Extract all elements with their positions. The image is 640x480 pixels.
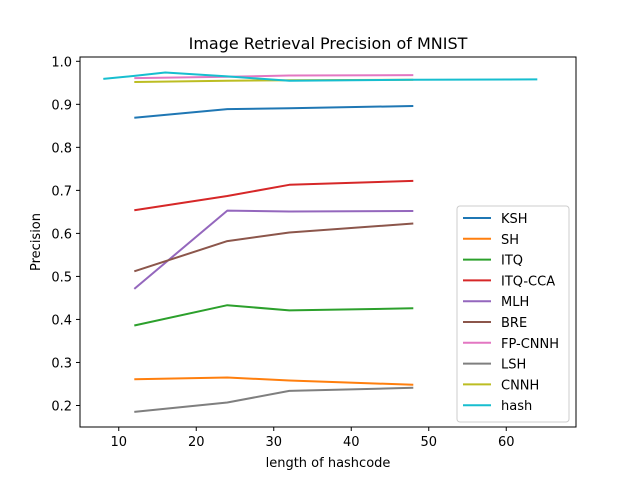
legend-label: SH: [501, 233, 519, 248]
legend-label: MLH: [501, 295, 529, 310]
legend-label: FP-CNNH: [501, 337, 559, 352]
series-line-hash: [103, 71, 538, 82]
legend-label: LSH: [501, 358, 526, 373]
x-axis: 10 20 30 40 50 60: [110, 427, 515, 450]
y-tick-label: 0.9: [51, 98, 72, 113]
legend-label: ITQ: [501, 254, 523, 269]
legend-label: CNNH: [501, 378, 539, 393]
y-tick-label: 1.0: [51, 55, 72, 70]
series-layer: [103, 71, 538, 413]
y-tick-label: 0.2: [51, 399, 72, 414]
x-axis-title: length of hashcode: [266, 456, 391, 471]
y-tick-label: 0.4: [51, 313, 72, 328]
y-tick-label: 0.5: [51, 270, 72, 285]
x-tick-label: 30: [265, 435, 282, 450]
series-line-lsh: [134, 386, 414, 413]
x-tick-label: 20: [188, 435, 205, 450]
series-line-fp-cnnh: [134, 74, 414, 80]
x-tick-label: 50: [420, 435, 437, 450]
series-line-ksh: [134, 105, 414, 119]
series-line-bre: [133, 222, 414, 273]
x-tick-label: 60: [498, 435, 515, 450]
y-tick-label: 0.8: [51, 141, 72, 156]
series-line-mlh: [133, 209, 414, 290]
x-tick-label: 40: [343, 435, 360, 450]
y-axis: 0.2 0.3 0.4 0.5 0.6 0.7 0.8 0.9 1.0: [51, 55, 80, 414]
legend: KSH SH ITQ ITQ-CCA MLH BRE FP-CNNH LSH CNNH hash: [456, 205, 570, 423]
legend-label: hash: [501, 399, 532, 414]
series-line-itq: [134, 304, 414, 327]
y-axis-title: Precision: [29, 213, 44, 271]
legend-label: KSH: [501, 212, 528, 227]
legend-label: ITQ-CCA: [501, 274, 555, 289]
legend-label: BRE: [501, 316, 527, 331]
series-line-sh: [134, 376, 414, 386]
y-tick-label: 0.6: [51, 227, 72, 242]
x-tick-label: 10: [110, 435, 127, 450]
plot-area-frame: [79, 56, 577, 428]
y-tick-label: 0.7: [51, 184, 72, 199]
y-tick-label: 0.3: [51, 356, 72, 371]
chart-title: Image Retrieval Precision of MNIST: [189, 34, 468, 53]
series-line-itq-cca: [134, 179, 414, 212]
